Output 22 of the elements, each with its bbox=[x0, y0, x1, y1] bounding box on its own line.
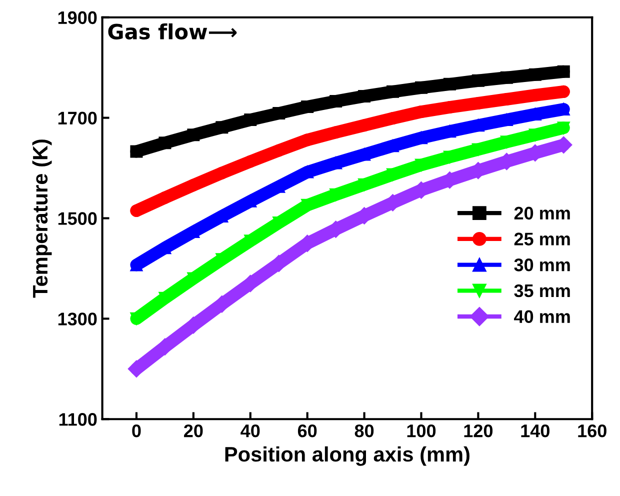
legend-label: 20 mm bbox=[514, 206, 570, 220]
x-tick-label: 160 bbox=[578, 424, 606, 438]
y-axis-title: Temperature (K) bbox=[32, 140, 52, 298]
legend-label: 25 mm bbox=[514, 232, 570, 246]
x-tick-label: 140 bbox=[521, 424, 550, 438]
x-tick-label: 80 bbox=[354, 424, 374, 438]
x-tick-label: 40 bbox=[240, 424, 260, 438]
legend-label: 35 mm bbox=[514, 284, 570, 298]
y-tick-label: 1100 bbox=[59, 413, 97, 426]
x-tick-label: 20 bbox=[184, 424, 203, 438]
legend-label: 30 mm bbox=[514, 258, 570, 272]
legend-label: 40 mm bbox=[514, 310, 570, 324]
x-axis-title: Position along axis (mm) bbox=[225, 446, 470, 466]
x-tick-label: 100 bbox=[407, 424, 436, 438]
x-tick-label: 0 bbox=[132, 424, 141, 438]
x-tick-label: 60 bbox=[298, 424, 317, 438]
y-tick-label: 1500 bbox=[58, 212, 97, 225]
y-tick-label: 1900 bbox=[58, 11, 97, 24]
y-tick-label: 1700 bbox=[58, 112, 97, 125]
y-tick-label: 1300 bbox=[58, 312, 97, 326]
annotation: Gas flow⟶ bbox=[108, 23, 237, 40]
x-tick-label: 120 bbox=[464, 424, 493, 438]
